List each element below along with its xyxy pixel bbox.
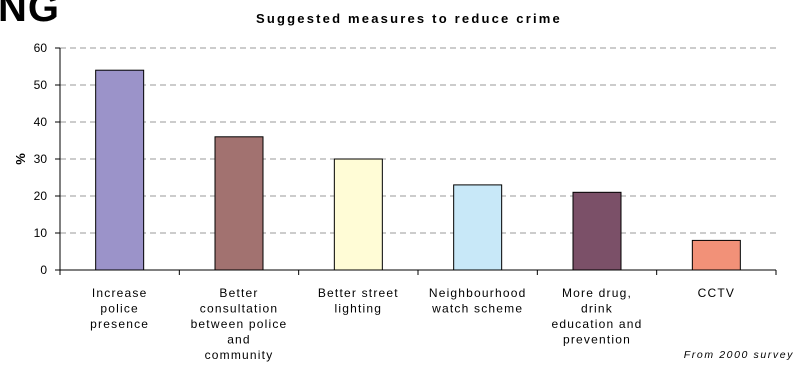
x-tick-label: More drug, xyxy=(562,286,632,300)
x-tick-label: drink xyxy=(581,302,613,316)
y-tick-label: 10 xyxy=(34,226,48,240)
y-tick-label: 0 xyxy=(40,263,47,277)
y-axis-label: % xyxy=(13,153,28,165)
x-tick-label: CCTV xyxy=(698,286,735,300)
x-tick-label: Increase xyxy=(92,286,148,300)
x-tick-label: presence xyxy=(90,317,149,331)
y-tick-label: 60 xyxy=(34,41,48,55)
y-tick-label: 20 xyxy=(34,189,48,203)
y-tick-label: 50 xyxy=(34,78,48,92)
x-tick-label: consultation xyxy=(200,302,278,316)
bar xyxy=(214,136,264,271)
page-heading-fragment: NG xyxy=(0,0,60,30)
bar xyxy=(453,184,503,271)
x-tick-label: police xyxy=(100,302,139,316)
x-tick-label: and xyxy=(227,333,251,347)
x-tick-label: watch scheme xyxy=(431,302,523,316)
bar xyxy=(95,69,145,271)
y-tick-label: 30 xyxy=(34,152,48,166)
x-tick-label: Neighbourhood xyxy=(429,286,527,300)
chart-title: Suggested measures to reduce crime xyxy=(255,11,562,26)
bar xyxy=(691,239,741,271)
x-tick-label: community xyxy=(205,348,274,362)
source-note: From 2000 survey xyxy=(683,349,794,361)
x-tick-label: education and xyxy=(552,317,643,331)
bar xyxy=(333,158,383,271)
x-tick-label: prevention xyxy=(563,333,631,347)
x-tick-label: lighting xyxy=(335,302,383,316)
y-tick-label: 40 xyxy=(34,115,48,129)
x-tick-label: between police xyxy=(191,317,288,331)
bar xyxy=(572,191,622,271)
x-tick-label: Better xyxy=(219,286,258,300)
x-tick-label: Better street xyxy=(318,286,399,300)
